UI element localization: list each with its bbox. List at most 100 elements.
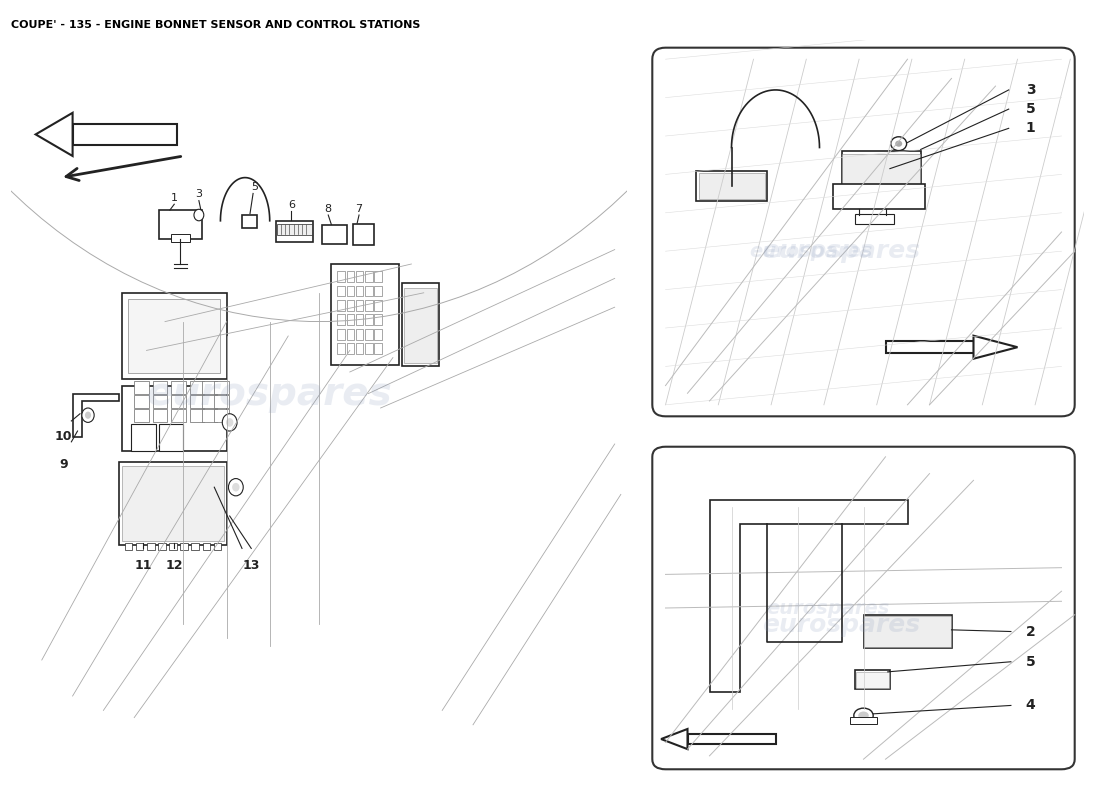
Bar bbox=[403, 283, 439, 366]
Text: 10: 10 bbox=[55, 430, 73, 442]
Bar bbox=[356, 343, 363, 354]
Bar bbox=[213, 542, 221, 550]
Bar bbox=[338, 343, 345, 354]
Bar bbox=[374, 343, 382, 354]
Text: 3: 3 bbox=[196, 189, 202, 199]
Bar bbox=[131, 424, 156, 451]
Bar bbox=[331, 264, 399, 365]
Bar bbox=[338, 286, 345, 296]
Text: 13: 13 bbox=[243, 559, 260, 572]
Bar bbox=[850, 718, 877, 724]
Circle shape bbox=[895, 141, 902, 146]
Bar bbox=[134, 395, 148, 408]
Bar bbox=[214, 395, 229, 408]
Text: eurospares: eurospares bbox=[767, 598, 890, 618]
Text: 8: 8 bbox=[324, 204, 332, 214]
Bar bbox=[172, 395, 186, 408]
Bar bbox=[153, 381, 167, 394]
Bar bbox=[128, 298, 220, 374]
Polygon shape bbox=[73, 394, 119, 437]
Bar bbox=[202, 395, 217, 408]
Bar bbox=[374, 300, 382, 310]
Bar bbox=[172, 410, 186, 422]
Text: eurospares: eurospares bbox=[762, 239, 921, 263]
Bar bbox=[202, 542, 210, 550]
Circle shape bbox=[194, 210, 204, 221]
Text: 2: 2 bbox=[1026, 625, 1035, 638]
Text: 11: 11 bbox=[134, 559, 152, 572]
Bar bbox=[356, 314, 363, 325]
Bar bbox=[136, 542, 143, 550]
Bar bbox=[374, 329, 382, 339]
Polygon shape bbox=[73, 123, 177, 146]
Text: 1: 1 bbox=[1026, 122, 1035, 135]
Bar bbox=[855, 670, 890, 689]
Bar bbox=[119, 462, 227, 545]
Bar bbox=[338, 271, 345, 282]
Bar bbox=[242, 215, 257, 228]
Polygon shape bbox=[886, 342, 974, 353]
Bar bbox=[147, 542, 154, 550]
Bar bbox=[356, 329, 363, 339]
Bar bbox=[276, 221, 312, 242]
Bar bbox=[365, 314, 373, 325]
Bar bbox=[855, 214, 894, 224]
Bar bbox=[134, 410, 148, 422]
Bar bbox=[843, 154, 920, 184]
Bar bbox=[356, 286, 363, 296]
Bar bbox=[842, 151, 921, 186]
Bar bbox=[365, 329, 373, 339]
Bar bbox=[134, 381, 148, 394]
Bar bbox=[202, 381, 217, 394]
Bar bbox=[353, 224, 374, 246]
Bar bbox=[833, 184, 925, 209]
Bar bbox=[338, 329, 345, 339]
Bar bbox=[172, 381, 186, 394]
Bar bbox=[338, 300, 345, 310]
Bar bbox=[365, 271, 373, 282]
Circle shape bbox=[232, 483, 240, 491]
Bar bbox=[122, 386, 227, 451]
Bar bbox=[153, 410, 167, 422]
Bar bbox=[214, 381, 229, 394]
Bar bbox=[202, 410, 217, 422]
Bar bbox=[698, 174, 764, 199]
Polygon shape bbox=[710, 501, 908, 692]
Polygon shape bbox=[35, 113, 73, 156]
Text: 3: 3 bbox=[1026, 83, 1035, 97]
Text: 9: 9 bbox=[59, 458, 68, 471]
Text: 7: 7 bbox=[355, 204, 363, 214]
Bar bbox=[356, 271, 363, 282]
Text: 12: 12 bbox=[165, 559, 183, 572]
Polygon shape bbox=[974, 336, 1018, 358]
Circle shape bbox=[229, 478, 243, 496]
Text: 5: 5 bbox=[1026, 102, 1035, 116]
Bar bbox=[189, 381, 205, 394]
Bar bbox=[374, 314, 382, 325]
Bar bbox=[153, 395, 167, 408]
Circle shape bbox=[858, 711, 869, 719]
Bar bbox=[356, 300, 363, 310]
Bar bbox=[365, 300, 373, 310]
Text: 1: 1 bbox=[170, 193, 178, 202]
Bar bbox=[365, 286, 373, 296]
Polygon shape bbox=[688, 734, 776, 744]
Text: eurospares: eurospares bbox=[749, 242, 872, 261]
Bar bbox=[322, 225, 346, 244]
Bar bbox=[346, 271, 354, 282]
Circle shape bbox=[854, 708, 873, 723]
Bar bbox=[696, 170, 767, 202]
Bar bbox=[191, 542, 199, 550]
Text: 5: 5 bbox=[251, 182, 257, 192]
Text: 5: 5 bbox=[1026, 654, 1035, 669]
Text: 4: 4 bbox=[1026, 698, 1035, 713]
Bar bbox=[125, 542, 132, 550]
Bar bbox=[365, 343, 373, 354]
Bar bbox=[346, 286, 354, 296]
Bar bbox=[374, 286, 382, 296]
Text: COUPE' - 135 - ENGINE BONNET SENSOR AND CONTROL STATIONS: COUPE' - 135 - ENGINE BONNET SENSOR AND … bbox=[11, 20, 420, 30]
Circle shape bbox=[891, 137, 906, 150]
Bar bbox=[856, 671, 889, 688]
Circle shape bbox=[222, 414, 238, 431]
Text: eurospares: eurospares bbox=[146, 374, 393, 413]
